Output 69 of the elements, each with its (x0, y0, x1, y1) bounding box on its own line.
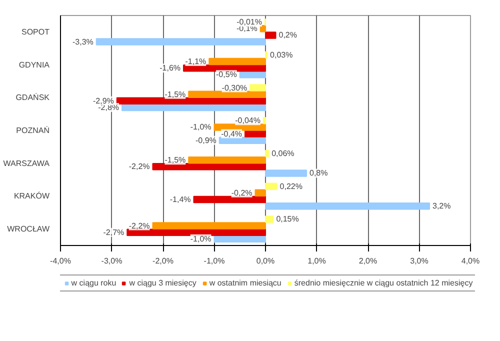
y-tick-label: SOPOT (21, 27, 50, 36)
data-label: -3,3% (72, 37, 94, 46)
x-tick-label: 2,0% (358, 256, 378, 266)
data-label: -0,04% (235, 116, 260, 126)
bar (122, 104, 266, 112)
x-tick-label: 1,0% (308, 256, 326, 266)
data-label: 0,8% (310, 168, 328, 178)
data-label: -2,8% (98, 103, 120, 112)
data-label: -1,0% (190, 234, 212, 244)
data-label: -2,2% (128, 162, 150, 172)
y-tick-label: POZNAŃ (16, 126, 50, 135)
data-label: -1,1% (185, 57, 206, 66)
data-label: -0,01% (236, 18, 262, 27)
bar (188, 156, 266, 164)
data-label: -0,1% (236, 24, 258, 34)
bar (244, 130, 266, 138)
bar (96, 38, 266, 46)
data-label: 3,2% (432, 202, 451, 211)
legend-label: w ciągu 3 miesięcy (129, 278, 196, 288)
data-label: -1,5% (164, 156, 186, 165)
bar (250, 84, 266, 92)
bar (214, 235, 266, 243)
data-label: 0,15% (276, 214, 299, 224)
data-label: -0,5% (216, 70, 237, 80)
data-label: -1,0% (190, 122, 212, 132)
x-tick-label: -3,0% (101, 256, 122, 266)
data-label: -2,7% (103, 228, 124, 237)
bar (152, 222, 266, 230)
data-label: -0,30% (222, 83, 248, 92)
bar (265, 202, 430, 210)
x-tick-label: 3,0% (410, 256, 428, 266)
data-label: -0,4% (221, 129, 242, 138)
x-tick-label: -1,0% (204, 256, 225, 266)
x-tick-label: 0,0% (256, 256, 275, 266)
bar (265, 216, 274, 223)
bar (265, 170, 307, 177)
data-label: -1,6% (160, 64, 181, 73)
bar (262, 117, 266, 124)
bar (265, 32, 276, 39)
bar (116, 97, 266, 105)
y-tick-label: WROCŁAW (7, 224, 50, 234)
data-label: -0,9% (195, 136, 216, 145)
bar (188, 90, 266, 98)
bar (265, 182, 278, 190)
data-label: 0,22% (280, 182, 302, 191)
bar (265, 150, 270, 158)
legend-label: w ostatnim miesiącu (209, 278, 282, 288)
data-label: -1,5% (164, 90, 186, 99)
y-tick-label: KRAKÓW (14, 192, 50, 201)
data-label: -2,9% (92, 96, 114, 106)
data-label: -2,2% (128, 221, 150, 230)
y-tick-label: WARSZAWA (3, 158, 50, 168)
x-tick-label: 4,0% (461, 256, 480, 266)
bar (239, 71, 266, 78)
legend-label: w ciągu roku (71, 278, 116, 288)
legend-label: średnio miesięcznie w ciągu ostatnich 12 miesięcy (294, 278, 473, 288)
x-tick-label: -4,0% (50, 256, 71, 266)
y-tick-label: GDYNIA (18, 60, 50, 70)
bar (260, 25, 266, 32)
x-tick-label: -2,0% (152, 256, 174, 266)
data-label: -1,4% (170, 195, 191, 204)
data-label: 0,06% (272, 149, 294, 158)
bar (152, 163, 266, 170)
y-tick-label: GDAŃSK (16, 93, 50, 102)
bar (208, 58, 266, 66)
bar (254, 189, 266, 197)
data-label: -0,2% (231, 188, 252, 198)
data-label: 0,03% (270, 50, 293, 60)
data-label: 0,2% (278, 30, 297, 40)
